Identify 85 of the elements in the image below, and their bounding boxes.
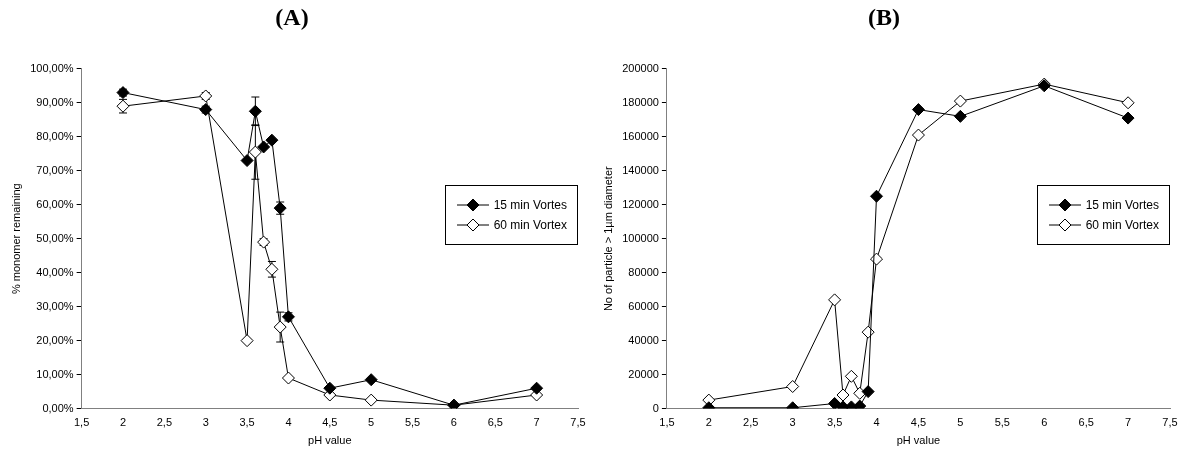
y-tick-label: 120000 — [622, 197, 659, 210]
point — [240, 334, 254, 348]
legend-label: 15 min Vortes — [1085, 198, 1159, 212]
x-tick-label: 6 — [1041, 416, 1048, 429]
x-tick-label: 6,5 — [1078, 416, 1094, 429]
y-tick-label: 160000 — [622, 129, 659, 142]
x-tick-label: 7,5 — [1162, 416, 1178, 429]
y-tick-label: 60,00% — [36, 197, 74, 210]
point — [364, 373, 378, 387]
y-tick-label: 0 — [652, 401, 659, 414]
x-tick-label: 2 — [119, 416, 127, 429]
y-tick-label: 140000 — [622, 163, 659, 176]
x-tick-label: 6 — [450, 416, 457, 429]
point — [953, 94, 967, 108]
y-tick-label: 200000 — [622, 61, 659, 74]
x-axis-title: pH value — [896, 434, 941, 447]
point — [281, 371, 295, 385]
y-tick-label: 40000 — [628, 333, 659, 346]
point — [530, 381, 544, 395]
x-tick-label: 7 — [533, 416, 540, 429]
y-axis-title: % monomer remaining — [9, 183, 22, 295]
y-axis-title: No of particle > 1µm diameter — [601, 165, 614, 312]
x-tick-label: 1,5 — [73, 416, 90, 429]
y-tick-label: 100,00% — [30, 61, 74, 74]
legend-label: 15 min Vortes — [493, 198, 567, 212]
y-tick-label: 50,00% — [36, 231, 74, 244]
point — [786, 380, 800, 394]
x-tick-label: 4,5 — [322, 416, 338, 429]
legend-label: 60 min Vortex — [1085, 218, 1159, 232]
x-tick-label: 2,5 — [743, 416, 759, 429]
y-tick-label: 30,00% — [36, 299, 74, 312]
x-tick-label: 5,5 — [404, 416, 421, 429]
x-tick-label: 7,5 — [570, 416, 586, 429]
point — [844, 369, 858, 383]
point — [257, 140, 271, 154]
point — [364, 393, 378, 407]
x-tick-label: 5 — [368, 416, 375, 429]
y-tick-label: 180000 — [622, 95, 659, 108]
point — [248, 104, 262, 118]
point — [861, 385, 875, 399]
point — [265, 262, 279, 276]
point — [248, 145, 262, 159]
y-tick-label: 90,00% — [36, 95, 74, 108]
point — [861, 325, 875, 339]
point — [828, 293, 842, 307]
x-tick-label: 2 — [705, 416, 712, 429]
x-tick-label: 1,5 — [659, 416, 675, 429]
x-axis-title: pH value — [308, 434, 352, 447]
y-tick-label: 70,00% — [36, 163, 74, 176]
x-tick-label: 6,5 — [487, 416, 503, 429]
point — [870, 189, 884, 203]
x-tick-label: 3,5 — [239, 416, 255, 429]
x-tick-label: 3 — [202, 416, 209, 429]
y-tick-label: 60000 — [628, 299, 659, 312]
point — [911, 128, 925, 142]
y-tick-label: 40,00% — [36, 265, 74, 278]
x-tick-label: 3 — [789, 416, 796, 429]
x-tick-label: 5 — [957, 416, 964, 429]
y-tick-label: 0,00% — [42, 401, 74, 414]
y-tick-label: 80,00% — [36, 129, 74, 142]
chart-title: (A) — [275, 3, 309, 30]
point — [953, 109, 967, 123]
point — [1121, 111, 1135, 125]
point — [323, 381, 337, 395]
x-tick-label: 4 — [873, 416, 880, 429]
point — [1121, 96, 1135, 110]
y-tick-label: 20,00% — [36, 333, 74, 346]
x-tick-label: 7 — [1125, 416, 1132, 429]
point — [265, 133, 279, 147]
x-tick-label: 3,5 — [826, 416, 843, 429]
y-tick-label: 100000 — [622, 231, 659, 244]
point — [257, 235, 271, 249]
point — [240, 154, 254, 168]
point — [199, 89, 213, 103]
y-tick-label: 80000 — [628, 265, 659, 278]
y-tick-label: 20000 — [628, 367, 659, 380]
point — [911, 103, 925, 117]
x-tick-label: 5,5 — [994, 416, 1010, 429]
x-tick-label: 2,5 — [156, 416, 172, 429]
legend-label: 60 min Vortex — [493, 218, 567, 232]
point — [273, 320, 287, 334]
y-tick-label: 10,00% — [36, 367, 74, 380]
x-tick-label: 4,5 — [910, 416, 927, 429]
x-tick-label: 4 — [285, 416, 292, 429]
chart-title: (B) — [868, 3, 900, 30]
